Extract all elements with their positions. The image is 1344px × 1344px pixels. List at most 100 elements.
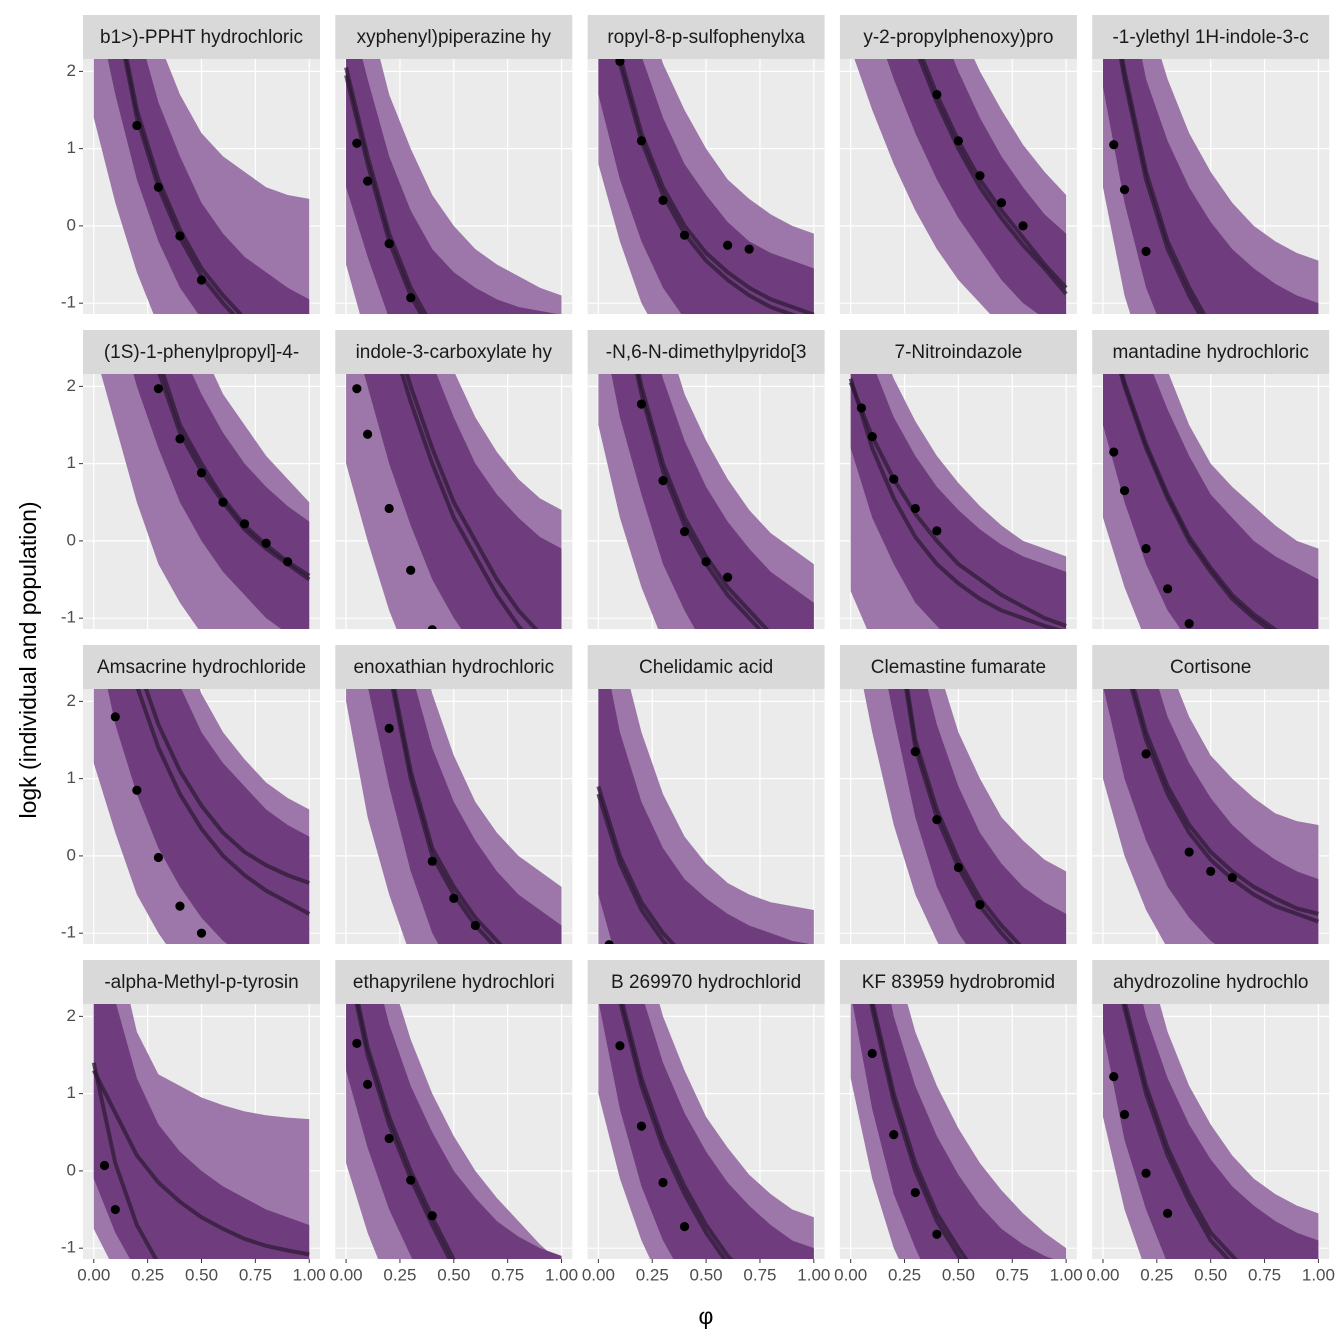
inner-band [850, 374, 1067, 629]
data-point [110, 712, 120, 722]
x-axis-title: φ [699, 1303, 714, 1329]
strip [83, 960, 320, 1004]
strip [83, 330, 320, 374]
data-point [723, 240, 733, 250]
x-tick-label: 0.25 [1140, 1265, 1173, 1284]
population-line [596, 785, 676, 944]
panel [839, 374, 1077, 629]
strip-title: 7-Nitroindazole [895, 342, 1023, 363]
data-point [352, 138, 362, 148]
data-point [283, 557, 293, 567]
panel [83, 59, 320, 314]
individual-line [354, 1004, 452, 1259]
data-point [932, 89, 942, 100]
data-point [352, 1038, 362, 1049]
x-tick-label: 0.50 [185, 1265, 218, 1284]
data-point [1109, 140, 1119, 150]
data-point [889, 1129, 899, 1140]
data-point [239, 519, 250, 529]
strip [839, 960, 1077, 1004]
strip-title: -N,6-N-dimethylpyrido[3 [606, 342, 807, 363]
strip-title: ropyl-8-p-sulfophenylxa [607, 27, 805, 48]
data-point [1109, 1072, 1119, 1082]
data-point [1163, 584, 1173, 594]
data-point [953, 136, 964, 146]
strip [83, 15, 320, 59]
y-tick-label: -1 [61, 293, 76, 312]
x-tick-label: 1.00 [1050, 1265, 1083, 1284]
population-line [91, 1069, 310, 1257]
data-point [856, 403, 867, 413]
strip [587, 960, 825, 1004]
population-line [636, 374, 770, 629]
data-point [363, 429, 373, 439]
individual-line [596, 793, 669, 944]
strip [587, 645, 825, 689]
strip-title: (1S)-1-phenylpropyl]-4- [104, 342, 299, 363]
population-line [143, 689, 310, 885]
panel [839, 59, 1077, 314]
individual-line [91, 1062, 159, 1259]
population-line [1131, 689, 1319, 916]
y-tick-label: -1 [61, 923, 76, 942]
strip-title: ethapyrilene hydrochlori [353, 972, 555, 993]
inner-band [346, 59, 558, 314]
strip-title: Cortisone [1170, 657, 1251, 678]
strip-title: y-2-propylphenoxy)pro [863, 27, 1053, 48]
y-tick-label: -1 [61, 1238, 76, 1257]
data-point [604, 940, 614, 944]
population-line [404, 374, 539, 629]
population-line [618, 59, 815, 314]
data-point [132, 120, 142, 131]
individual-line [135, 689, 311, 916]
strip-title: -1-ylethyl 1H-indole-3-c [1112, 27, 1308, 48]
x-tick-label: 0.75 [491, 1265, 524, 1284]
data-point [363, 1079, 373, 1089]
inner-band [888, 689, 1067, 944]
inner-band [364, 374, 562, 629]
y-axis-title: logk (individual and population) [15, 501, 41, 818]
data-point [196, 275, 207, 285]
data-point [175, 231, 185, 241]
strip-title: KF 83959 hydrobromid [862, 972, 1055, 993]
strip-title: indole-3-carboxylate hy [356, 342, 553, 363]
x-tick-label: 0.75 [743, 1265, 776, 1284]
data-point [679, 230, 690, 240]
data-point [427, 625, 437, 629]
data-point [196, 468, 207, 478]
data-point [406, 1175, 416, 1185]
strip-title: enoxathian hydrochloric [353, 657, 554, 678]
data-point [723, 572, 733, 582]
data-point [932, 1229, 942, 1239]
data-point [153, 384, 164, 394]
inner-band [107, 59, 310, 314]
data-point [975, 171, 985, 181]
data-point [1141, 1168, 1151, 1178]
data-point [679, 1221, 690, 1232]
x-tick-label: 0.75 [239, 1265, 272, 1284]
data-point [910, 746, 920, 757]
panel [335, 1004, 573, 1259]
data-point [384, 239, 394, 249]
data-point [1227, 872, 1237, 883]
data-point [1141, 749, 1151, 759]
strip-title: xyphenyl)piperazine hy [357, 27, 552, 48]
panel [335, 689, 573, 944]
population-line [848, 378, 1063, 629]
strip-title: Amsacrine hydrochloride [97, 657, 306, 678]
panel [1092, 689, 1330, 944]
data-point [175, 434, 185, 444]
data-point [384, 723, 394, 734]
x-tick-label: 0.50 [690, 1265, 723, 1284]
data-point [636, 399, 647, 409]
y-tick-label: 2 [67, 691, 76, 710]
data-point [406, 293, 416, 303]
inner-band [886, 59, 1067, 314]
population-line [356, 1004, 456, 1259]
y-tick-label: 0 [67, 530, 76, 549]
x-tick-label: 0.25 [131, 1265, 164, 1284]
data-point [406, 565, 416, 575]
strip [587, 330, 825, 374]
data-point [352, 384, 362, 394]
